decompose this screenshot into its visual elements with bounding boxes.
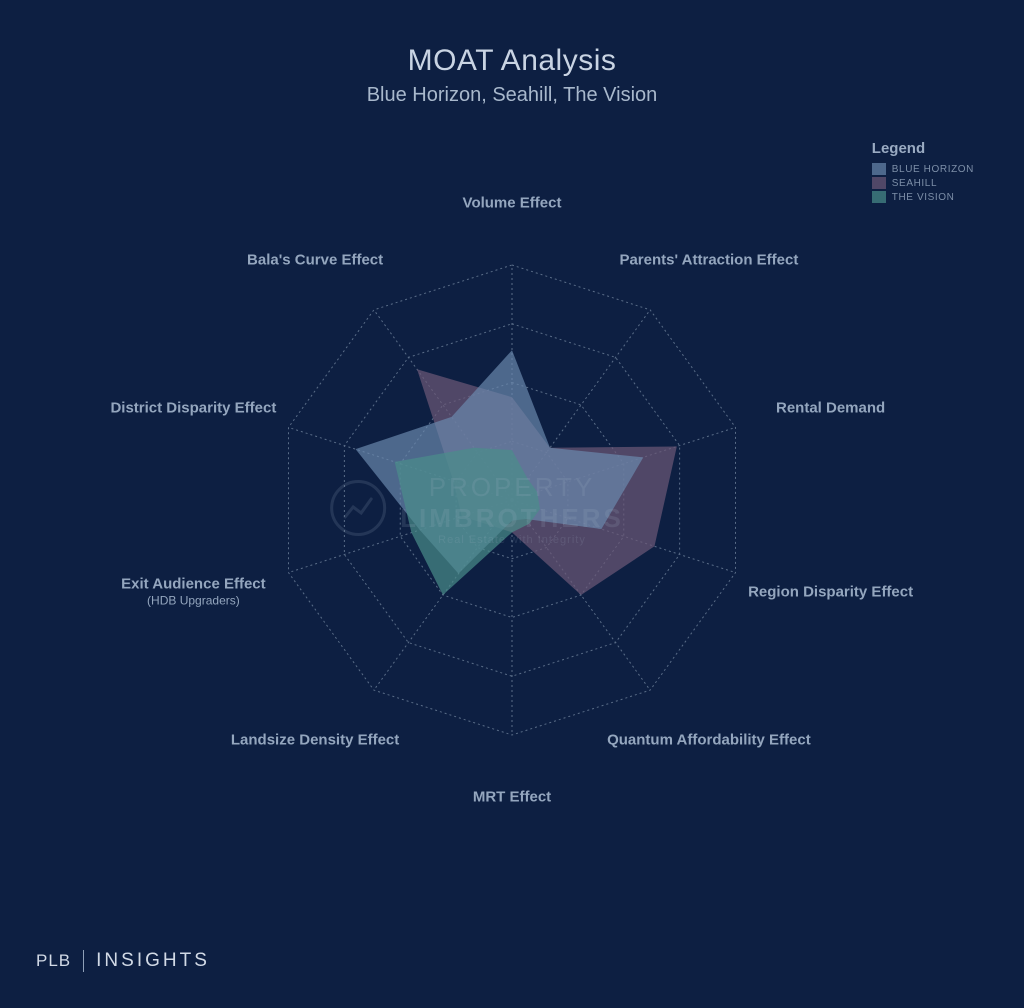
- axis-label: District Disparity Effect: [110, 398, 276, 418]
- radar-series: [395, 448, 540, 595]
- axis-sublabel: (HDB Upgraders): [121, 594, 265, 610]
- axis-label: Landsize Density Effect: [231, 731, 399, 751]
- axis-label: Volume Effect: [463, 193, 562, 213]
- axis-label: Parents' Attraction Effect: [619, 250, 798, 270]
- axis-label: Rental Demand: [776, 398, 885, 418]
- legend-title: Legend: [872, 140, 974, 157]
- radar-svg: [0, 160, 1024, 860]
- brand-left: PLB: [36, 951, 71, 971]
- axis-label: Quantum Affordability Effect: [607, 731, 811, 751]
- footer-brand: PLB INSIGHTS: [36, 950, 210, 972]
- title-block: MOAT Analysis Blue Horizon, Seahill, The…: [0, 0, 1024, 107]
- chart-subtitle: Blue Horizon, Seahill, The Vision: [0, 84, 1024, 107]
- axis-label: Bala's Curve Effect: [247, 250, 383, 270]
- chart-title: MOAT Analysis: [0, 44, 1024, 78]
- radar-chart: PROPERTY LIMBROTHERS Real Estate with In…: [0, 160, 1024, 860]
- brand-divider: [83, 950, 84, 972]
- axis-label: Region Disparity Effect: [748, 582, 913, 602]
- axis-label: Exit Audience Effect(HDB Upgraders): [121, 574, 265, 609]
- axis-label: MRT Effect: [473, 787, 551, 807]
- brand-right: INSIGHTS: [96, 950, 210, 972]
